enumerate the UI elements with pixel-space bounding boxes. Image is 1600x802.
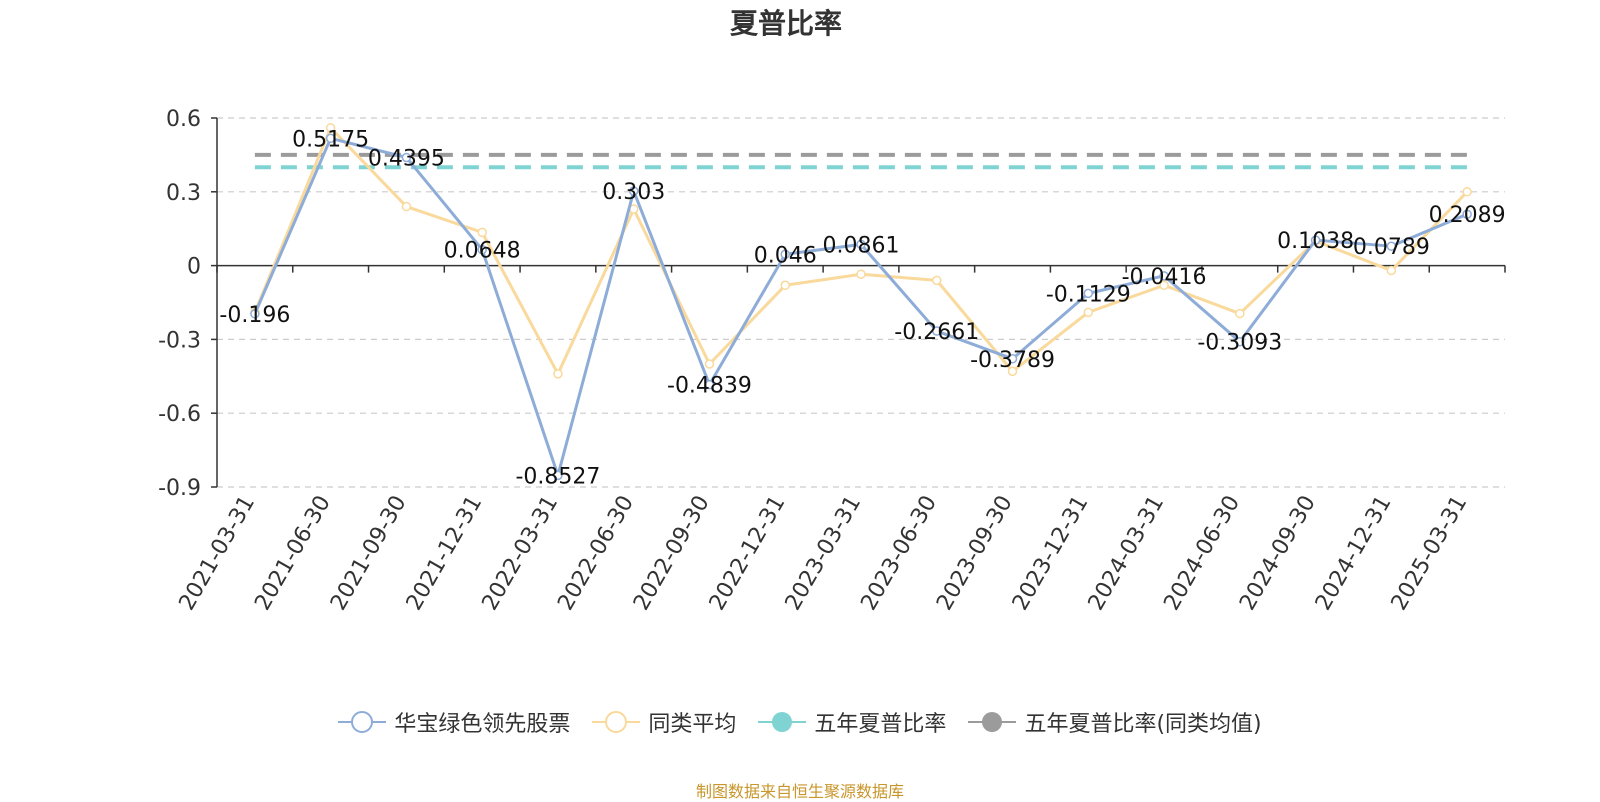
x-tick-label: 2022-09-30 [629,492,715,615]
x-tick-label: 2021-09-30 [326,491,412,614]
data-point-fund [1159,271,1169,281]
hollow-circle-line-icon [592,711,641,733]
data-point-fund [553,470,563,481]
chart-svg: 夏普比率 0.6 0.3 0 -0.3 -0.6 -0.92021-03-312021-06… [158,7,1506,615]
data-point-fund [1462,209,1472,219]
data-label: 0.1038 [1277,229,1354,254]
data-label: -0.0416 [1122,265,1207,290]
data-label: 0.2089 [1429,203,1506,228]
x-tick-label: 2022-06-30 [553,492,639,615]
x-tick-label: 2025-03-31 [1387,492,1473,615]
data-point-peer-average [856,269,866,279]
x-tick-label: 2023-12-31 [1008,492,1094,615]
data-label: -0.3789 [970,348,1055,373]
legend: 华宝绿色领先股票 同类平均 五年夏普比率 五年夏普比率(同类均值) [0,706,1600,738]
data-point-peer-average [1083,307,1094,318]
x-tick-label: 2021-12-31 [402,492,488,615]
data-point-peer-average [1235,308,1245,319]
data-label: 0.046 [754,243,817,268]
y-tick-label: -0.6 [158,402,201,427]
data-point-fund [1310,235,1321,245]
data-label: -0.4839 [667,374,752,399]
chart-title: 夏普比率 [730,7,842,40]
x-tick-label: 2023-03-31 [781,492,867,615]
hollow-circle-line-icon [338,711,387,733]
x-tick-label: 2021-06-30 [250,492,336,615]
x-tick-label: 2024-06-30 [1159,492,1245,615]
data-label: 0.4395 [368,146,445,171]
data-point-peer-average [780,280,790,291]
data-source-note: 制图数据来自恒生聚源数据库 [695,782,904,801]
data-point-fund [1007,354,1018,364]
data-point-peer-average [1007,366,1018,377]
data-point-peer-average [325,123,336,133]
x-tick-label: 2024-12-31 [1311,492,1397,615]
data-label: 0.303 [602,180,665,205]
legend-label: 五年夏普比率(同类均值) [1024,712,1262,737]
data-point-peer-average [477,227,487,238]
x-tick-label: 2022-12-31 [705,492,791,615]
y-tick-label: 0.3 [166,181,201,206]
data-point-peer-average [1159,280,1169,291]
data-label: -0.2661 [894,320,979,345]
data-point-fund [325,133,336,144]
data-point-fund [1083,288,1094,299]
data-label: 0.0861 [823,233,900,258]
data-point-fund [780,249,790,260]
data-point-fund [401,152,412,163]
data-point-peer-average [401,201,412,212]
x-tick-label: 2022-03-31 [478,492,564,615]
data-label: -0.1129 [1046,282,1131,307]
data-point-fund [856,239,866,250]
y-tick-label: -0.9 [158,476,201,501]
filled-circle-line-icon [758,712,807,732]
series-line-fund [253,136,1468,477]
legend-item-five-year-sharpe-peer[interactable]: 五年夏普比率(同类均值) [968,706,1262,738]
data-point-peer-average [932,275,942,286]
data-point-fund [1386,241,1397,251]
data-label: -0.196 [219,303,290,328]
x-tick-label: 2023-06-30 [856,491,942,614]
data-point-fund [628,186,639,196]
data-point-fund [250,309,260,319]
data-point-peer-average [1386,265,1397,276]
legend-item-fund[interactable]: 华宝绿色领先股票 [338,706,570,738]
y-tick-label: 0.6 [166,107,201,132]
data-point-fund [932,326,942,336]
data-point-fund [1235,336,1245,347]
data-label: 0.5175 [292,127,369,152]
legend-item-peer-average[interactable]: 同类平均 [592,706,736,738]
y-tick-label: 0 [187,255,201,280]
y-tick-label: -0.3 [158,328,201,353]
x-tick-label: 2021-03-31 [174,492,260,615]
data-label: 0.0789 [1353,235,1430,260]
legend-label: 华宝绿色领先股票 [394,712,571,737]
data-point-fund [704,379,715,390]
data-label: -0.8527 [515,464,600,489]
filled-circle-line-icon [968,712,1017,732]
legend-label: 五年夏普比率 [814,712,947,737]
legend-label: 同类平均 [648,712,737,737]
data-point-peer-average [553,369,563,379]
data-label: -0.3093 [1197,331,1282,356]
data-point-fund [477,244,487,255]
data-point-peer-average [1462,187,1472,197]
x-tick-label: 2024-03-31 [1084,492,1170,615]
x-tick-label: 2023-09-30 [932,492,1018,615]
x-tick-label: 2024-09-30 [1235,492,1321,615]
data-point-peer-average [704,359,715,369]
legend-item-five-year-sharpe[interactable]: 五年夏普比率 [758,706,946,738]
data-label: 0.0648 [444,239,521,264]
